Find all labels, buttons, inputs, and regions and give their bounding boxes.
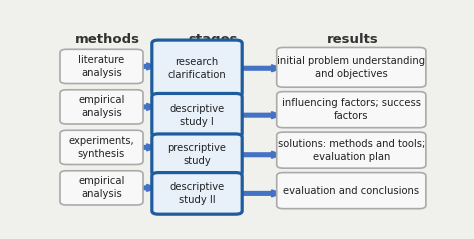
FancyArrow shape bbox=[138, 103, 157, 110]
FancyArrow shape bbox=[138, 144, 157, 151]
Text: results: results bbox=[327, 33, 379, 46]
FancyArrow shape bbox=[237, 65, 282, 72]
Text: experiments,
synthesis: experiments, synthesis bbox=[69, 136, 134, 159]
Text: literature
analysis: literature analysis bbox=[78, 55, 125, 78]
Text: evaluation and conclusions: evaluation and conclusions bbox=[283, 186, 419, 196]
Text: prescriptive
study: prescriptive study bbox=[167, 143, 227, 166]
Text: research
clarification: research clarification bbox=[168, 57, 227, 80]
Text: empirical
analysis: empirical analysis bbox=[78, 176, 125, 199]
FancyArrow shape bbox=[184, 173, 193, 183]
FancyArrow shape bbox=[198, 128, 205, 136]
FancyArrow shape bbox=[237, 190, 282, 197]
FancyBboxPatch shape bbox=[277, 48, 426, 87]
FancyArrow shape bbox=[237, 112, 282, 119]
Text: descriptive
study II: descriptive study II bbox=[169, 182, 225, 205]
FancyArrow shape bbox=[138, 63, 157, 70]
FancyBboxPatch shape bbox=[277, 173, 426, 209]
FancyArrow shape bbox=[198, 167, 205, 175]
FancyBboxPatch shape bbox=[277, 132, 426, 168]
FancyBboxPatch shape bbox=[60, 90, 143, 124]
Text: descriptive
study I: descriptive study I bbox=[169, 104, 225, 127]
FancyArrow shape bbox=[198, 87, 205, 96]
Text: stages: stages bbox=[189, 33, 238, 46]
Text: influencing factors; success
factors: influencing factors; success factors bbox=[282, 98, 421, 121]
Text: empirical
analysis: empirical analysis bbox=[78, 96, 125, 118]
FancyArrow shape bbox=[184, 94, 193, 104]
FancyBboxPatch shape bbox=[60, 49, 143, 83]
FancyBboxPatch shape bbox=[277, 92, 426, 128]
FancyArrow shape bbox=[237, 151, 282, 158]
Text: initial problem understanding
and objectives: initial problem understanding and object… bbox=[277, 56, 425, 79]
FancyArrow shape bbox=[184, 135, 193, 144]
FancyBboxPatch shape bbox=[60, 130, 143, 164]
FancyBboxPatch shape bbox=[152, 93, 242, 137]
FancyArrow shape bbox=[138, 184, 157, 191]
FancyBboxPatch shape bbox=[152, 40, 242, 96]
FancyBboxPatch shape bbox=[152, 134, 242, 175]
FancyBboxPatch shape bbox=[152, 173, 242, 214]
Text: solutions: methods and tools;
evaluation plan: solutions: methods and tools; evaluation… bbox=[278, 139, 425, 162]
Text: methods: methods bbox=[74, 33, 139, 46]
FancyBboxPatch shape bbox=[60, 171, 143, 205]
